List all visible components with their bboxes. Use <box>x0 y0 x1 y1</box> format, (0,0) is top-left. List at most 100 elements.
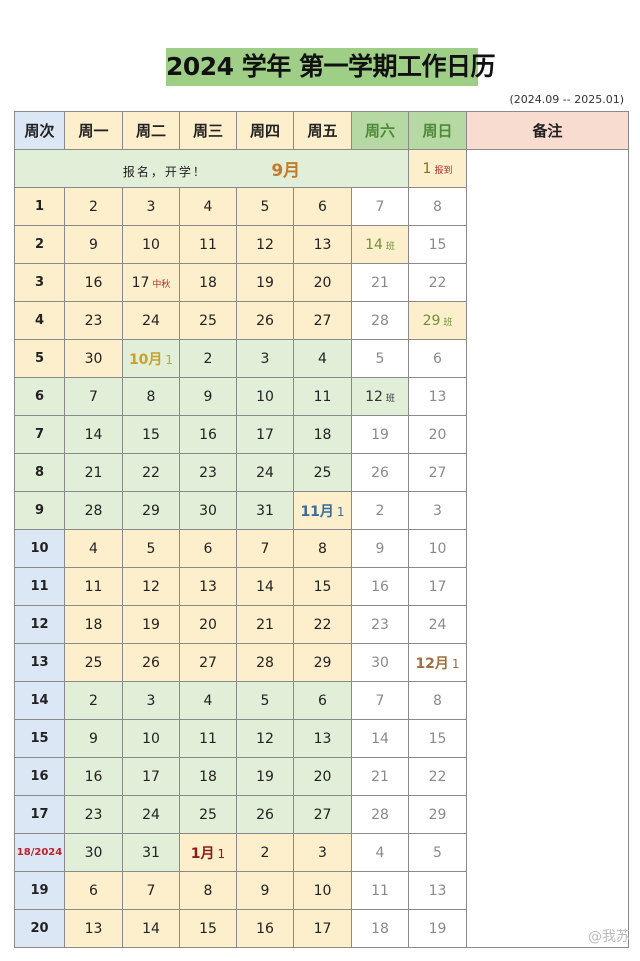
day-number: 17 <box>313 920 332 937</box>
day-number: 28 <box>371 312 389 329</box>
day-cell: 8 <box>293 529 352 568</box>
day-number: 9 <box>89 236 98 253</box>
day-number: 27 <box>199 654 217 671</box>
day-number: 4 <box>318 350 327 367</box>
day-number: 28 <box>256 654 274 671</box>
day-number: 4 <box>89 540 98 557</box>
day-cell: 22 <box>408 263 467 302</box>
calendar-table: 周次 周一 周二 周三 周四 周五 周六 周日 备注 报名，开学！ 9月 1 报到… <box>14 111 629 948</box>
week-number: 7 <box>14 415 65 454</box>
day-cell: 25 <box>179 301 237 340</box>
day-cell: 10 <box>122 719 180 758</box>
week-row: 10 4 5 6 7 8 9 10 <box>14 529 629 568</box>
day-cell: 29 <box>408 795 467 834</box>
day-cell: 26 <box>236 301 294 340</box>
day-cell: 23 <box>179 453 237 492</box>
day-cell: 11 <box>351 871 409 910</box>
day-cell: 6 <box>179 529 237 568</box>
day-number: 11 <box>371 882 389 899</box>
day-number: 21 <box>371 768 389 785</box>
day-cell: 28 <box>351 301 409 340</box>
week-row: 15 9 10 11 12 13 14 15 <box>14 719 629 758</box>
day-number: 15 <box>199 920 217 937</box>
day-number: 9 <box>203 388 213 405</box>
day-cell: 8 <box>122 377 180 416</box>
day-number: 7 <box>89 388 98 405</box>
day-number: 26 <box>256 806 274 823</box>
day-cell: 9 <box>351 529 409 568</box>
day-cell: 25 <box>293 453 352 492</box>
day-cell: 24 <box>122 795 180 834</box>
day-cell: 18 <box>64 605 123 644</box>
day-number: 7 <box>375 692 385 709</box>
watermark: @我苏 <box>588 929 630 945</box>
day-cell: 19 <box>351 415 409 454</box>
day-number: 1月 <box>190 845 215 862</box>
day-cell: 20 <box>179 605 237 644</box>
day-cell: 29 <box>122 491 180 530</box>
day-cell: 15 <box>179 909 237 948</box>
day-note: 1 <box>165 352 174 367</box>
day-number: 30 <box>84 350 103 367</box>
day-cell: 30 <box>351 643 409 682</box>
day-number: 6 <box>203 540 213 557</box>
week-number: 1 <box>14 187 65 226</box>
notes-column[interactable] <box>466 149 629 948</box>
day-cell: 10 <box>236 377 294 416</box>
day-cell: 13 <box>293 719 352 758</box>
day-cell: 7 <box>351 681 409 720</box>
day-number: 17 <box>142 768 160 785</box>
day-number: 9 <box>375 540 385 557</box>
day-number: 23 <box>84 312 103 329</box>
day-cell: 17 <box>122 757 180 796</box>
opening-message: 报名，开学！ <box>122 165 207 179</box>
day-number: 24 <box>142 312 160 329</box>
day-number: 10 <box>256 388 274 405</box>
day-cell: 4 <box>351 833 409 872</box>
day-number: 7 <box>146 882 156 899</box>
day-number: 19 <box>428 920 447 937</box>
day-number: 19 <box>371 426 389 443</box>
september-banner: 报名，开学！ 9月 <box>14 149 409 188</box>
day-cell: 7 <box>122 871 180 910</box>
day-number: 31 <box>142 844 160 861</box>
week-row: 4 23 24 25 26 27 28 29 班 <box>14 301 629 340</box>
day-number: 3 <box>318 844 327 861</box>
day-number: 29 <box>428 806 447 823</box>
day-cell: 6 <box>293 187 352 226</box>
day-cell: 16 <box>236 909 294 948</box>
day-number: 3 <box>146 692 156 709</box>
day-cell: 6 <box>293 681 352 720</box>
day-number: 3 <box>433 502 442 519</box>
week-row: 13 25 26 27 28 29 30 12月 1 <box>14 643 629 682</box>
day-number: 31 <box>256 502 274 519</box>
day-number: 5 <box>146 540 156 557</box>
day-number: 12 <box>256 236 274 253</box>
day-number: 11月 <box>300 503 334 520</box>
day-cell: 10 <box>408 529 467 568</box>
day-number: 13 <box>199 578 217 595</box>
header-wed: 周三 <box>179 111 237 150</box>
day-number: 10 <box>313 882 332 899</box>
day-number: 13 <box>313 730 332 747</box>
day-cell: 18 <box>351 909 409 948</box>
day-number: 15 <box>313 578 332 595</box>
week-number: 8 <box>14 453 65 492</box>
day-note: 1 <box>451 656 460 671</box>
day-cell: 13 <box>408 377 467 416</box>
week-number: 14 <box>14 681 65 720</box>
day-cell: 1月 1 <box>179 833 237 872</box>
day-cell: 27 <box>179 643 237 682</box>
month-label: 9月 <box>271 161 301 181</box>
day-note: 班 <box>385 241 395 252</box>
day-cell: 14 <box>64 415 123 454</box>
day-number: 13 <box>313 236 332 253</box>
day-number: 8 <box>203 882 213 899</box>
day-number: 23 <box>199 464 217 481</box>
day-cell: 4 <box>64 529 123 568</box>
day-cell: 23 <box>64 795 123 834</box>
day-cell: 27 <box>293 301 352 340</box>
day-number: 14 <box>84 426 103 443</box>
day-number: 18 <box>371 920 389 937</box>
day-cell: 21 <box>351 263 409 302</box>
